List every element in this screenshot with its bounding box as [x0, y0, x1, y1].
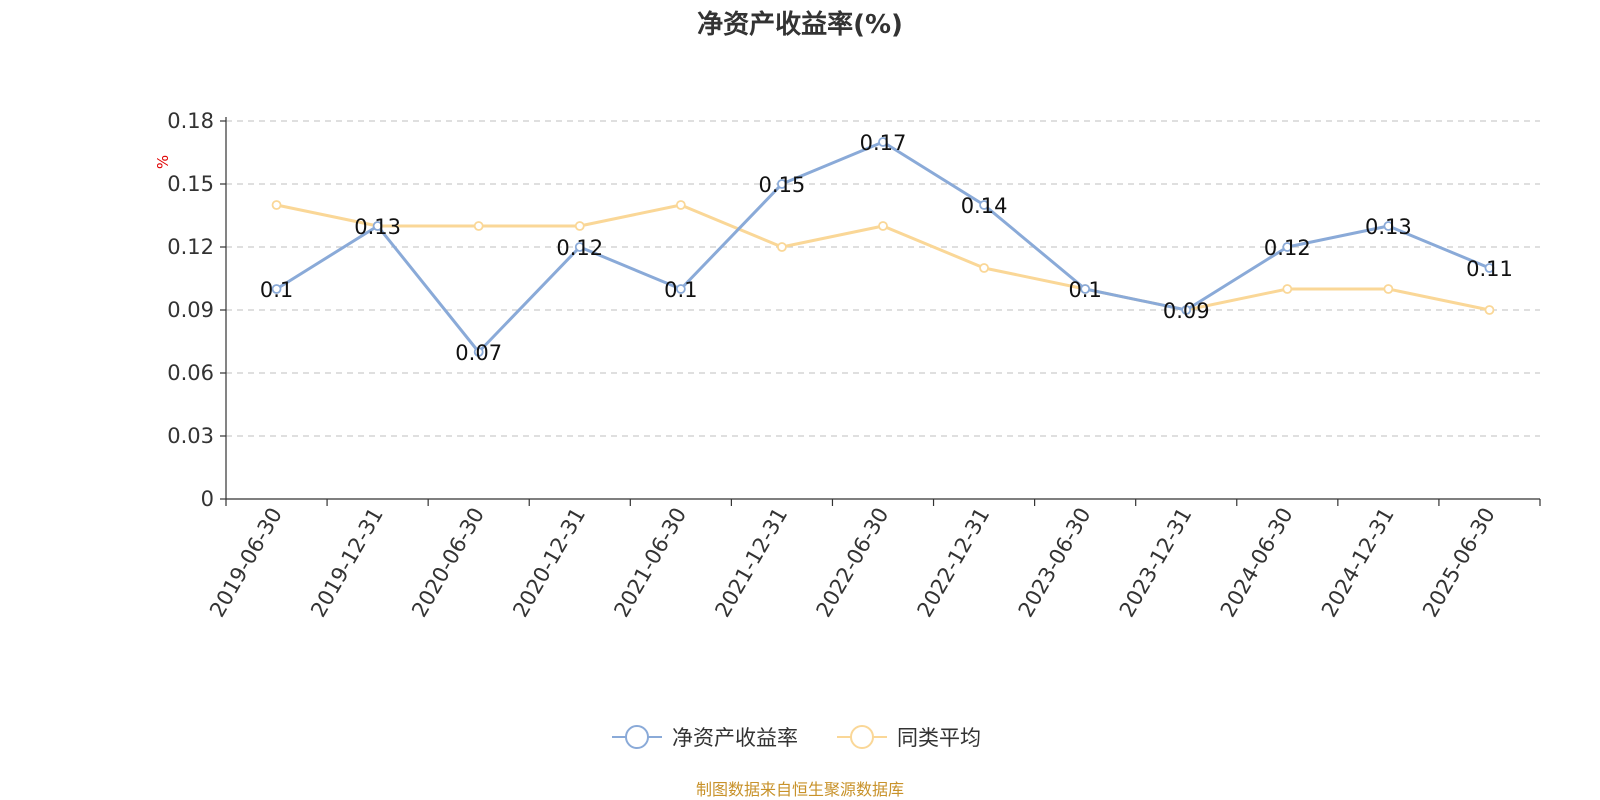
- axes: 0 0.03 0.06 0.09 0.12 0.15 0.18 2019-06-30 2019-…: [167, 109, 1541, 622]
- legend-label: 净资产收益率: [672, 726, 798, 750]
- x-tick-label: 2022-06-30: [812, 504, 894, 622]
- data-labels: 0.1 0.13 0.07 0.12 0.1 0.15 0.17 0.14 0.1 0.09 0.1…: [260, 131, 1513, 365]
- y-tick-label: 0.03: [167, 424, 214, 448]
- data-point: [574, 242, 585, 252]
- y-tick-label: 0.09: [167, 298, 214, 322]
- data-point: [675, 200, 686, 210]
- data-label: 0.13: [1365, 215, 1412, 239]
- data-point: [1484, 263, 1495, 273]
- legend-swatch-marker: [625, 725, 649, 749]
- data-label: 0.11: [1466, 257, 1513, 281]
- x-tick-label: 2021-06-30: [609, 504, 691, 622]
- data-point: [574, 221, 585, 231]
- gridlines: [226, 120, 1540, 437]
- data-point: [1080, 284, 1091, 294]
- legend: 净资产收益率 同类平均: [612, 725, 981, 750]
- data-point: [878, 221, 888, 231]
- x-tick-label: 2020-12-31: [508, 504, 590, 622]
- data-point: [878, 137, 888, 147]
- x-tick-label: 2023-12-31: [1115, 504, 1197, 622]
- x-tick-label: 2024-12-31: [1317, 504, 1399, 622]
- x-tick-label: 2021-12-31: [710, 504, 792, 622]
- legend-swatch-marker: [850, 725, 874, 749]
- data-point: [1383, 221, 1394, 231]
- y-axis-unit-label: %: [154, 155, 172, 169]
- data-point: [675, 284, 686, 294]
- data-label: 0.12: [1264, 236, 1311, 260]
- data-label: 0.07: [455, 341, 502, 365]
- data-label: 0.1: [260, 278, 293, 302]
- data-label: 0.14: [961, 194, 1008, 218]
- data-point: [979, 263, 989, 273]
- data-label: 0.1: [664, 278, 697, 302]
- y-tick-label: 0: [201, 487, 214, 511]
- legend-label: 同类平均: [897, 726, 981, 750]
- x-tick-label: 2024-06-30: [1216, 504, 1298, 622]
- x-tick-label: 2019-12-31: [306, 504, 388, 622]
- x-tick-label: 2022-12-31: [913, 504, 995, 622]
- data-label: 0.13: [354, 215, 401, 239]
- source-note: 制图数据来自恒生聚源数据库: [696, 780, 904, 799]
- data-point: [473, 347, 484, 357]
- data-label: 0.17: [860, 131, 907, 155]
- data-point: [473, 221, 484, 231]
- x-tick-label: 2025-06-30: [1418, 504, 1500, 622]
- y-tick-label: 0.12: [167, 235, 214, 259]
- data-point: [271, 284, 282, 294]
- data-point: [777, 242, 787, 252]
- data-label: 0.12: [556, 236, 603, 260]
- series-lines: [271, 137, 1495, 357]
- x-tick-label: 2019-06-30: [205, 504, 287, 622]
- chart-title: 净资产收益率(%): [697, 9, 903, 40]
- data-point: [979, 200, 989, 210]
- data-point: [271, 200, 282, 210]
- data-label: 0.15: [759, 173, 806, 197]
- y-tick-label: 0.06: [167, 361, 214, 385]
- data-label: 0.1: [1068, 278, 1101, 302]
- x-tick-label: 2020-06-30: [407, 504, 489, 622]
- y-tick-label: 0.18: [167, 109, 214, 133]
- data-point: [1383, 284, 1394, 294]
- data-point: [1282, 284, 1293, 294]
- data-label: 0.09: [1163, 299, 1210, 323]
- data-point: [777, 179, 787, 189]
- data-point: [1484, 305, 1495, 315]
- y-tick-label: 0.15: [167, 172, 214, 196]
- data-point: [1181, 305, 1192, 315]
- x-tick-label: 2023-06-30: [1014, 504, 1096, 622]
- data-point: [372, 221, 383, 231]
- data-point: [1282, 242, 1293, 252]
